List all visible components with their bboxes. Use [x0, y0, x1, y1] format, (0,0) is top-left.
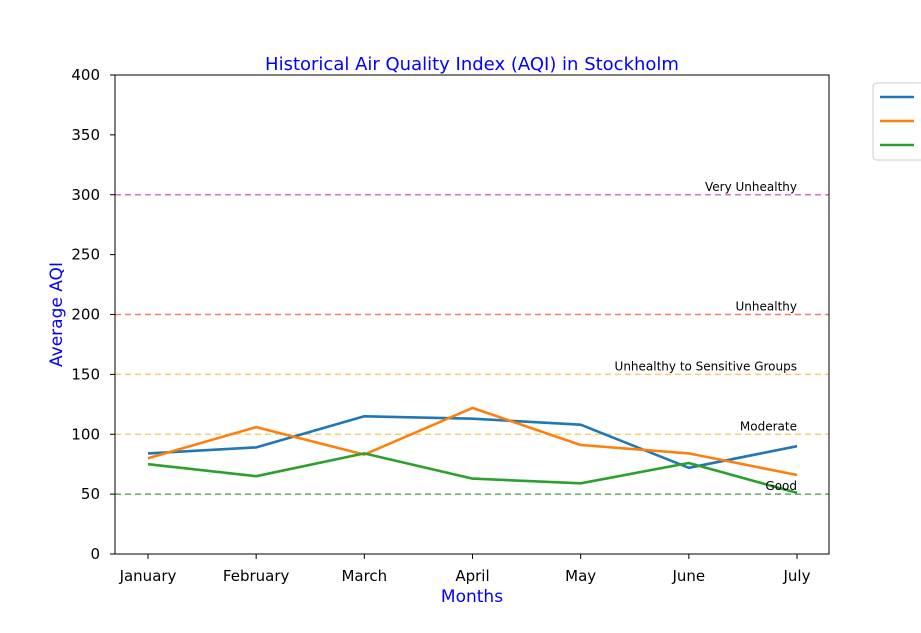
threshold-label: Moderate — [740, 419, 797, 433]
x-tick-label: June — [671, 567, 705, 585]
threshold-label: Very Unhealthy — [705, 180, 797, 194]
y-tick-label: 250 — [71, 246, 100, 264]
x-axis-title: Months — [441, 587, 503, 607]
y-tick-label: 150 — [71, 365, 100, 383]
x-axis: January February March April May June July — [119, 554, 811, 585]
threshold-label: Unhealthy — [736, 300, 797, 314]
x-tick-label: July — [783, 567, 811, 585]
x-tick-label: May — [565, 567, 596, 585]
y-axis-title: Average AQI — [47, 262, 67, 367]
y-axis: 0 50 100 150 200 250 300 350 400 — [71, 66, 115, 563]
y-tick-label: 200 — [71, 306, 100, 324]
series-line — [147, 414, 798, 470]
legend — [872, 82, 921, 161]
data-series — [147, 406, 798, 495]
x-tick-label: February — [223, 567, 290, 585]
threshold-label: Good — [765, 479, 797, 493]
chart-title: Historical Air Quality Index (AQI) in St… — [265, 54, 679, 75]
threshold-lines — [115, 194, 829, 495]
y-tick-label: 100 — [71, 425, 100, 443]
threshold-label: Unhealthy to Sensitive Groups — [615, 359, 797, 373]
y-tick-label: 400 — [71, 66, 100, 84]
threshold-labels: Good Moderate Unhealthy to Sensitive Group… — [615, 180, 797, 493]
x-tick-label: April — [455, 567, 489, 585]
y-tick-label: 50 — [81, 485, 100, 503]
series-line — [147, 452, 798, 495]
y-tick-label: 350 — [71, 126, 100, 144]
x-tick-label: January — [119, 567, 177, 585]
x-tick-label: March — [341, 567, 387, 585]
y-tick-label: 300 — [71, 186, 100, 204]
y-tick-label: 0 — [90, 545, 100, 563]
plot-frame — [114, 74, 830, 555]
series-line — [147, 406, 798, 477]
